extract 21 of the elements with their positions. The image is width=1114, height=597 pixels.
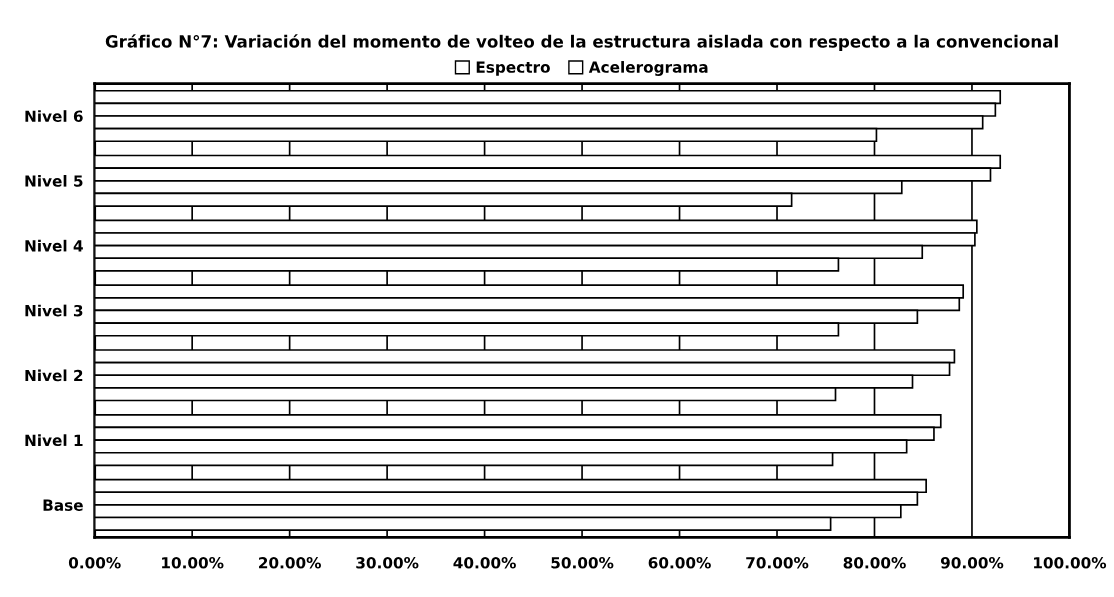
x-tick-label: 40.00% (453, 557, 516, 569)
y-tick-label: Nivel 3 (25, 304, 83, 317)
x-tick-label: 20.00% (259, 557, 321, 569)
y-tick-label: Nivel 6 (25, 110, 83, 123)
x-tick-label: 10.00% (162, 557, 224, 569)
x-tick-label: 0.00% (68, 557, 121, 569)
x-tick-label: 80.00% (843, 557, 906, 569)
x-tick-label: 60.00% (648, 557, 711, 569)
x-tick-label: 50.00% (551, 557, 614, 569)
y-tick-label: Base (43, 499, 83, 511)
y-tick-label: Nivel 4 (25, 239, 83, 252)
legend-label: Acelerograma (588, 61, 708, 76)
y-tick-label: Nivel 5 (25, 175, 83, 187)
x-tick-label: 90.00% (940, 557, 1004, 569)
legend-label: Espectro (476, 61, 550, 76)
y-tick-label: Nivel 2 (25, 369, 83, 382)
x-tick-label: 30.00% (356, 557, 419, 569)
chart-title: Gráfico N°7: Variación del momento de volteo de la estructura aislada con respecto a la convencional (105, 34, 1058, 51)
y-tick-label: Nivel 1 (25, 434, 83, 447)
x-tick-label: 100.00% (1034, 557, 1107, 569)
x-tick-label: 70.00% (746, 557, 809, 569)
